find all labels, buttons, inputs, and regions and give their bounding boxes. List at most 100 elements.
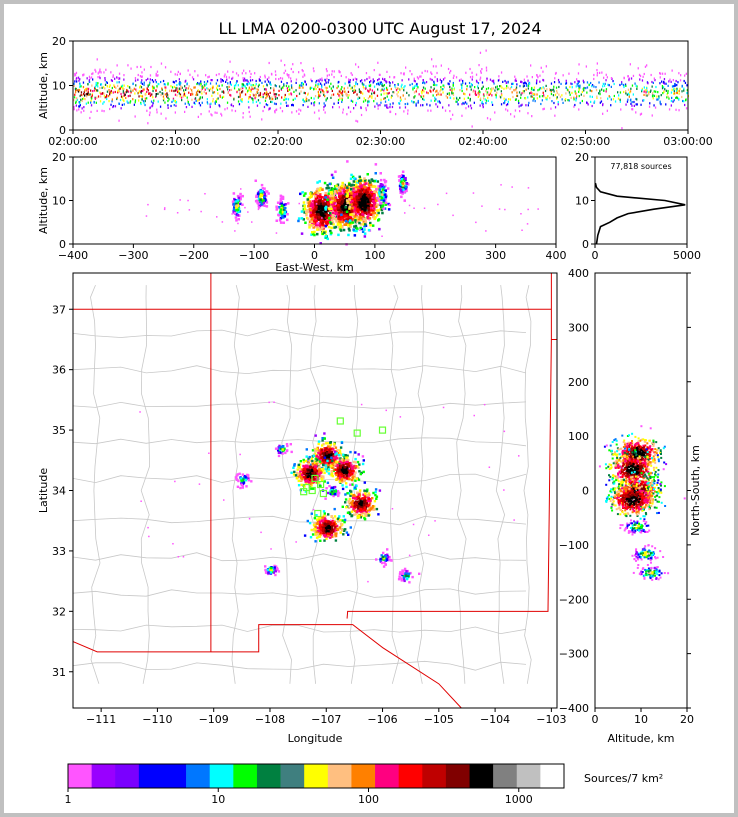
map-source bbox=[331, 453, 335, 456]
map-source bbox=[313, 464, 316, 467]
time-height-source bbox=[676, 89, 679, 92]
map-source bbox=[319, 485, 322, 488]
ew-source bbox=[337, 192, 341, 196]
time-height-source bbox=[465, 107, 467, 110]
time-height-source bbox=[198, 90, 201, 93]
time-height-source bbox=[636, 87, 638, 90]
time-height-source bbox=[355, 63, 357, 66]
time-height-source bbox=[269, 97, 271, 100]
time-height-source bbox=[119, 77, 121, 80]
time-height-source bbox=[671, 69, 673, 72]
ew-source bbox=[383, 193, 387, 196]
time-height-source bbox=[385, 80, 387, 83]
time-height-source bbox=[514, 79, 516, 82]
time-height-source bbox=[281, 96, 283, 99]
ew-source bbox=[326, 214, 329, 217]
time-height-source bbox=[318, 93, 320, 96]
time-height-source bbox=[180, 88, 182, 91]
time-height-source bbox=[623, 90, 625, 94]
time-height-source bbox=[251, 86, 253, 89]
time-height-source bbox=[458, 79, 461, 82]
ew-source bbox=[318, 199, 321, 203]
map-source bbox=[339, 460, 342, 463]
ew-source bbox=[257, 190, 261, 194]
time-height-source bbox=[538, 88, 541, 91]
map-source bbox=[345, 456, 348, 459]
xtick-label: −400 bbox=[58, 249, 88, 262]
ew-source bbox=[302, 194, 306, 197]
ew-source bbox=[346, 160, 349, 163]
xtick-label: 200 bbox=[425, 249, 446, 262]
ew-source bbox=[371, 209, 375, 213]
time-height-source bbox=[205, 74, 207, 77]
ew-source bbox=[306, 198, 309, 201]
ew-source bbox=[376, 180, 380, 183]
time-height-source bbox=[171, 89, 173, 92]
time-height-source bbox=[663, 82, 665, 85]
time-height-source bbox=[111, 100, 113, 103]
ew-source bbox=[321, 196, 324, 199]
time-height-source bbox=[86, 95, 88, 98]
ew-source bbox=[361, 179, 364, 182]
time-height-source bbox=[183, 89, 185, 92]
ew-source bbox=[324, 230, 327, 233]
time-height-source bbox=[442, 78, 445, 81]
ew-source bbox=[317, 226, 320, 230]
time-height-source bbox=[673, 85, 675, 88]
time-height-source bbox=[596, 69, 598, 72]
xtick-label: 02:20:00 bbox=[253, 135, 302, 148]
time-height-source bbox=[527, 87, 529, 90]
time-height-source bbox=[527, 79, 529, 82]
time-height-source bbox=[303, 91, 305, 94]
ew-source bbox=[331, 176, 335, 179]
ew-source bbox=[235, 209, 238, 212]
time-height-source bbox=[174, 111, 176, 114]
ew-source bbox=[365, 205, 368, 208]
ew-source bbox=[311, 232, 315, 236]
time-height-source bbox=[122, 98, 124, 101]
time-height-source bbox=[675, 108, 677, 111]
time-height-source bbox=[556, 91, 558, 94]
time-height-source bbox=[447, 82, 449, 85]
ew-source bbox=[401, 170, 405, 173]
time-height-source bbox=[99, 77, 101, 80]
time-height-source bbox=[521, 92, 523, 95]
time-height-source bbox=[88, 79, 90, 82]
time-height-source bbox=[510, 85, 513, 88]
time-height-source bbox=[304, 74, 306, 77]
time-height-source bbox=[167, 94, 169, 97]
ew-source bbox=[275, 232, 278, 234]
time-height-source bbox=[341, 100, 343, 103]
time-height-source bbox=[581, 99, 583, 103]
map-source bbox=[299, 473, 302, 476]
time-height-source bbox=[134, 92, 136, 95]
time-height-source bbox=[467, 96, 469, 99]
map-source bbox=[293, 463, 296, 466]
map-source bbox=[351, 467, 354, 470]
time-height-source bbox=[571, 91, 573, 94]
time-height-source bbox=[228, 85, 230, 88]
time-height-source bbox=[259, 101, 261, 105]
ew-source bbox=[381, 235, 383, 237]
time-height-source bbox=[127, 90, 130, 93]
ew-source bbox=[379, 191, 383, 194]
map-source bbox=[328, 449, 331, 452]
map-source bbox=[314, 479, 318, 482]
time-height-source bbox=[388, 81, 390, 84]
ew-source bbox=[308, 223, 311, 226]
time-height-source bbox=[341, 86, 343, 89]
time-height-source bbox=[469, 76, 472, 79]
time-height-source bbox=[377, 61, 379, 64]
map-source bbox=[330, 474, 333, 477]
time-height-source bbox=[275, 102, 277, 106]
ew-source bbox=[367, 179, 371, 182]
time-height-source bbox=[659, 82, 661, 85]
time-height-source bbox=[536, 93, 538, 96]
ew-source bbox=[337, 203, 340, 207]
time-height-source bbox=[328, 79, 330, 82]
time-height-source bbox=[270, 87, 272, 90]
ew-source bbox=[259, 188, 262, 192]
ew-source bbox=[358, 204, 361, 207]
time-height-source bbox=[578, 80, 580, 83]
ew-source bbox=[338, 205, 342, 208]
